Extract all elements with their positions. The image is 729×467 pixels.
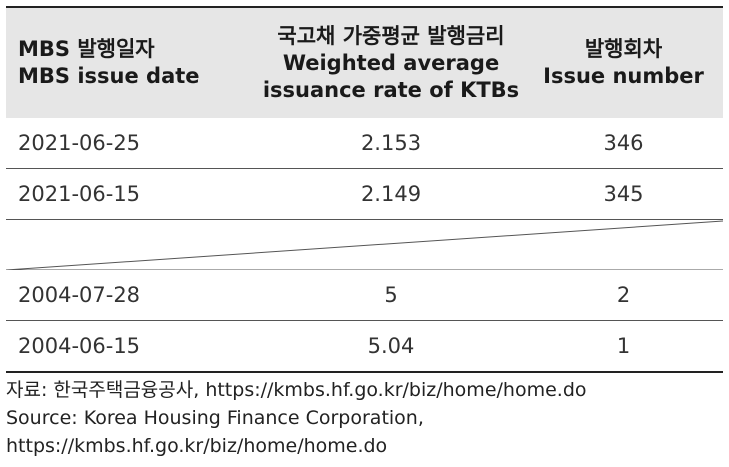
table-row: 2021-06-25 2.153 346 (6, 118, 723, 169)
table-header: MBS 발행일자 MBS issue date 국고채 가중평균 발행금리 We… (6, 6, 723, 118)
header-issue-date-ko: MBS 발행일자 (18, 37, 155, 61)
cell-rate: 5.04 (367, 334, 415, 358)
table-row: 2004-07-28 5 2 (6, 270, 723, 321)
cell-date: 2004-06-15 (18, 334, 141, 358)
header-issue-number-en: Issue number (543, 64, 704, 88)
cell-rate: 5 (384, 283, 398, 307)
source-en: Source: Korea Housing Finance Corporatio… (6, 407, 424, 457)
header-issue-date: MBS 발행일자 MBS issue date (18, 8, 248, 118)
omission-break (6, 220, 723, 270)
table-row: 2021-06-15 2.149 345 (6, 169, 723, 220)
cell-date: 2021-06-25 (18, 131, 141, 155)
header-issue-date-en: MBS issue date (18, 64, 200, 88)
cell-issue: 345 (603, 182, 644, 206)
break-diagonal (6, 220, 723, 270)
table-row: 2004-06-15 5.04 1 (6, 321, 723, 373)
cell-date: 2004-07-28 (18, 283, 141, 307)
data-table: MBS 발행일자 MBS issue date 국고채 가중평균 발행금리 We… (6, 6, 723, 373)
cell-issue: 346 (603, 131, 644, 155)
header-rate: 국고채 가중평균 발행금리 Weighted average issuance … (256, 8, 526, 118)
header-rate-en1: Weighted average (282, 50, 500, 75)
header-issue-number-ko: 발행회차 (584, 37, 663, 61)
source-note: 자료: 한국주택금융공사, https://kmbs.hf.go.kr/biz/… (6, 376, 723, 460)
cell-issue: 1 (616, 334, 631, 358)
cell-date: 2021-06-15 (18, 182, 141, 206)
cell-issue: 2 (616, 283, 631, 307)
header-issue-number: 발행회차 Issue number (526, 8, 721, 118)
source-ko: 자료: 한국주택금융공사, https://kmbs.hf.go.kr/biz/… (6, 379, 587, 401)
header-rate-en2: issuance rate of KTBs (262, 77, 520, 102)
cell-rate: 2.153 (360, 131, 422, 155)
header-rate-ko: 국고채 가중평균 발행금리 (277, 23, 505, 48)
cell-rate: 2.149 (360, 182, 422, 206)
break-lines (6, 220, 723, 270)
